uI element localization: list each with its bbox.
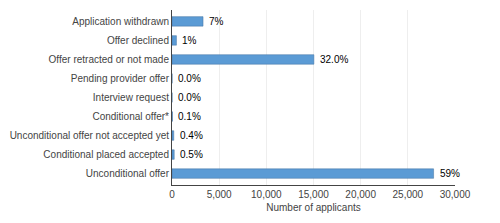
svg-text:Conditional offer*: Conditional offer* (92, 111, 169, 122)
svg-text:20,000: 20,000 (345, 189, 376, 200)
svg-text:25,000: 25,000 (393, 189, 424, 200)
svg-text:0.1%: 0.1% (178, 111, 201, 122)
svg-text:Conditional placed accepted: Conditional placed accepted (43, 149, 169, 160)
svg-text:15,000: 15,000 (298, 189, 329, 200)
svg-text:Unconditional offer: Unconditional offer (86, 168, 170, 179)
svg-text:0.4%: 0.4% (180, 130, 203, 141)
svg-text:59%: 59% (440, 168, 460, 179)
svg-text:Number of applicants: Number of applicants (266, 202, 361, 213)
svg-text:1%: 1% (182, 35, 197, 46)
svg-text:0.0%: 0.0% (178, 73, 201, 84)
svg-text:Application withdrawn: Application withdrawn (72, 16, 169, 27)
svg-text:Offer retracted or not made: Offer retracted or not made (49, 54, 170, 65)
svg-text:0.0%: 0.0% (178, 92, 201, 103)
svg-text:Interview request: Interview request (93, 92, 169, 103)
svg-text:Pending provider offer: Pending provider offer (71, 73, 170, 84)
svg-text:Unconditional offer not accept: Unconditional offer not accepted yet (10, 130, 170, 141)
svg-text:30,000: 30,000 (440, 189, 471, 200)
svg-text:0: 0 (169, 189, 175, 200)
svg-text:0.5%: 0.5% (180, 149, 203, 160)
svg-text:Offer declined: Offer declined (107, 35, 169, 46)
svg-text:32.0%: 32.0% (320, 54, 348, 65)
svg-text:10,000: 10,000 (251, 189, 282, 200)
svg-text:7%: 7% (209, 16, 224, 27)
svg-text:5,000: 5,000 (207, 189, 232, 200)
